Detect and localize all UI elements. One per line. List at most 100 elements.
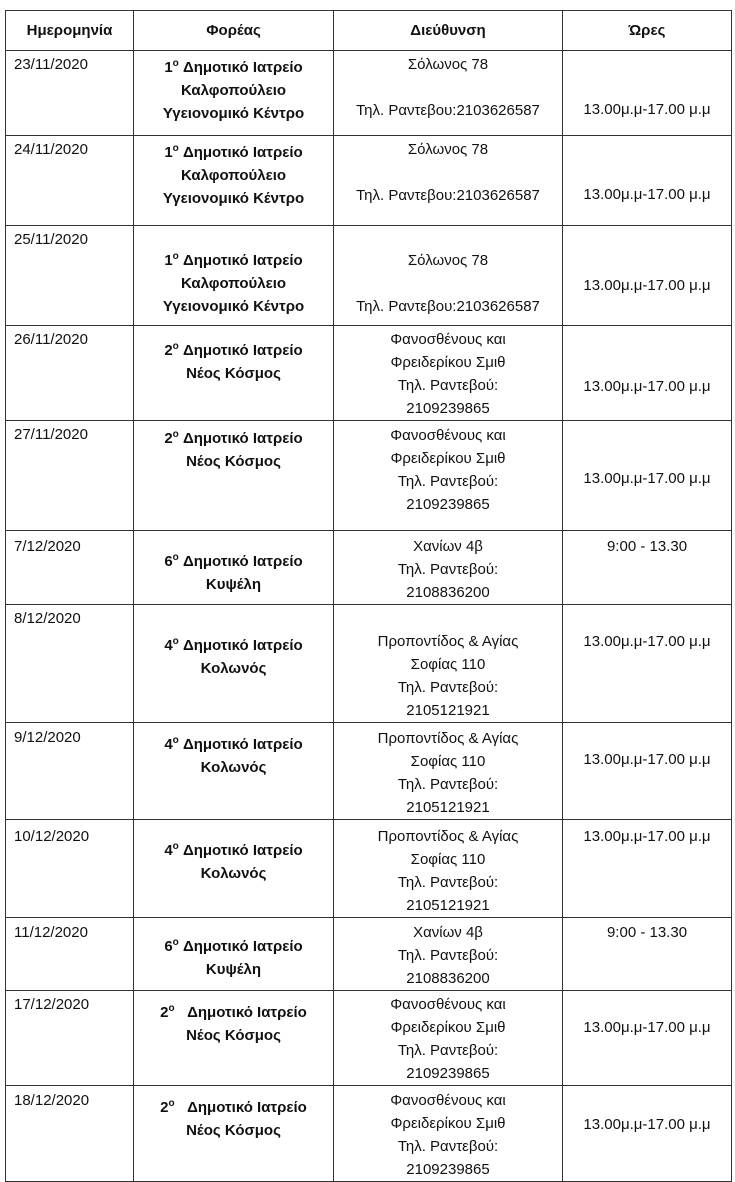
foreas-name: Δημοτικό Ιατρείο bbox=[182, 430, 303, 447]
address-line: 2105121921 bbox=[406, 799, 490, 816]
hours-cell: 13.00μ.μ-17.00 μ.μ bbox=[562, 1085, 732, 1182]
ordinal-suffix: ο bbox=[172, 552, 179, 563]
date-text: 11/12/2020 bbox=[14, 924, 88, 941]
address-line: Τηλ. Ραντεβού: bbox=[397, 776, 499, 793]
address-line bbox=[334, 161, 562, 184]
date-text: 26/11/2020 bbox=[14, 331, 88, 348]
address-line: Τηλ. Ραντεβού: bbox=[397, 874, 499, 891]
foreas-line: 2ο Δημοτικό Ιατρείο bbox=[134, 1096, 333, 1119]
foreas-cell: 1ο Δημοτικό Ιατρείο Καλφοπούλειο Υγειονομι… bbox=[133, 225, 334, 326]
address-line: Τηλ. Ραντεβού: bbox=[397, 947, 499, 964]
foreas-line: 1ο Δημοτικό Ιατρείο bbox=[134, 141, 333, 164]
foreas-line: 2ο Δημοτικό Ιατρείο bbox=[134, 1001, 333, 1024]
address-line: Τηλ. Ραντεβού: bbox=[397, 1042, 499, 1059]
ordinal-suffix: ο bbox=[172, 735, 179, 746]
foreas-name: Δημοτικό Ιατρείο bbox=[182, 342, 303, 359]
hours-text: 13.00μ.μ-17.00 μ.μ bbox=[583, 828, 711, 845]
foreas-line: 4ο Δημοτικό Ιατρείο bbox=[134, 839, 333, 862]
date-cell: 8/12/2020 bbox=[5, 604, 134, 723]
ordinal-suffix: ο bbox=[172, 636, 179, 647]
hours-text: 9:00 - 13.30 bbox=[606, 538, 688, 555]
foreas-line: 4ο Δημοτικό Ιατρείο bbox=[134, 634, 333, 657]
foreas-cell: 1ο Δημοτικό Ιατρείο Καλφοπούλειο Υγειονομι… bbox=[133, 50, 334, 136]
date-text: 24/11/2020 bbox=[14, 141, 88, 158]
address-line: Χανίων 4β bbox=[413, 924, 483, 941]
date-cell: 25/11/2020 bbox=[5, 225, 134, 326]
date-cell: 27/11/2020 bbox=[5, 420, 134, 531]
date-text: 25/11/2020 bbox=[14, 231, 88, 248]
date-text: 7/12/2020 bbox=[14, 538, 81, 555]
hours-cell: 13.00μ.μ-17.00 μ.μ bbox=[562, 225, 732, 326]
foreas-line: Καλφοπούλειο bbox=[180, 167, 287, 184]
ordinal-suffix: ο bbox=[168, 1003, 175, 1014]
ordinal-suffix: ο bbox=[172, 937, 179, 948]
table-row: 8/12/2020 4ο Δημοτικό Ιατρείο Κολωνός Προπο… bbox=[5, 604, 732, 723]
address-cell: Φανοσθένους και Φρειδερίκου Σμιθ Τηλ. Ραντ… bbox=[333, 325, 563, 421]
date-text: 18/12/2020 bbox=[14, 1092, 90, 1109]
ordinal-number: 1 bbox=[164, 144, 173, 161]
date-text: 9/12/2020 bbox=[14, 729, 81, 746]
ordinal-number: 2 bbox=[160, 1004, 169, 1021]
ordinal-number: 2 bbox=[164, 430, 173, 447]
address-line: 2108836200 bbox=[406, 970, 490, 987]
foreas-cell: 2ο Δημοτικό Ιατρείο Νέος Κόσμος bbox=[133, 990, 334, 1086]
foreas-line: Υγειονομικό Κέντρο bbox=[162, 105, 305, 122]
date-cell: 23/11/2020 bbox=[5, 50, 134, 136]
foreas-line: Νέος Κόσμος bbox=[186, 453, 281, 470]
ordinal-suffix: ο bbox=[168, 1098, 175, 1109]
foreas-cell: 1ο Δημοτικό Ιατρείο Καλφοπούλειο Υγειονομι… bbox=[133, 135, 334, 226]
address-line: Τηλ. Ραντεβού: bbox=[397, 377, 499, 394]
address-cell: Χανίων 4β Τηλ. Ραντεβού: 2108836200 bbox=[333, 530, 563, 605]
date-text: 10/12/2020 bbox=[14, 828, 90, 845]
table-row: 25/11/2020 1ο Δημοτικό Ιατρείο Καλφοπούλει… bbox=[5, 225, 732, 326]
address-cell: Σόλωνος 78 Τηλ. Ραντεβου:2103626587 bbox=[333, 135, 563, 226]
foreas-line: Νέος Κόσμος bbox=[186, 365, 281, 382]
address-line: 2108836200 bbox=[406, 584, 490, 601]
date-cell: 10/12/2020 bbox=[5, 819, 134, 918]
address-line: 2109239865 bbox=[406, 1065, 490, 1082]
address-line: Φρειδερίκου Σμιθ bbox=[390, 1115, 506, 1132]
ordinal-number: 4 bbox=[164, 637, 173, 654]
hours-text: 13.00μ.μ-17.00 μ.μ bbox=[583, 277, 711, 294]
address-line: Τηλ. Ραντεβου:2103626587 bbox=[356, 102, 540, 119]
address-line: Σόλωνος 78 bbox=[407, 141, 489, 158]
ordinal-number: 6 bbox=[164, 938, 173, 955]
address-line: Προποντίδος & Αγίας bbox=[377, 633, 519, 650]
hours-text: 9:00 - 13.30 bbox=[606, 924, 688, 941]
foreas-line: 2ο Δημοτικό Ιατρείο bbox=[134, 427, 333, 450]
ordinal-number: 4 bbox=[164, 842, 173, 859]
foreas-cell: 6ο Δημοτικό Ιατρείο Κυψέλη bbox=[133, 530, 334, 605]
table-row: 23/11/2020 1ο Δημοτικό Ιατρείο Καλφοπούλει… bbox=[5, 50, 732, 136]
table-row: 10/12/2020 4ο Δημοτικό Ιατρείο Κολωνός Προπ… bbox=[5, 819, 732, 918]
address-cell: Σόλωνος 78 Τηλ. Ραντεβου:2103626587 bbox=[333, 50, 563, 136]
hours-text: 13.00μ.μ-17.00 μ.μ bbox=[583, 633, 711, 650]
ordinal-number: 1 bbox=[164, 59, 173, 76]
ordinal-number: 1 bbox=[164, 252, 173, 269]
foreas-cell: 4ο Δημοτικό Ιατρείο Κολωνός bbox=[133, 819, 334, 918]
address-line: Προποντίδος & Αγίας bbox=[377, 828, 519, 845]
foreas-line: Κολωνός bbox=[200, 759, 267, 776]
table-row: 24/11/2020 1ο Δημοτικό Ιατρείο Καλφοπούλει… bbox=[5, 135, 732, 226]
address-line: Προποντίδος & Αγίας bbox=[377, 730, 519, 747]
address-line: Χανίων 4β bbox=[413, 538, 483, 555]
foreas-cell: 6ο Δημοτικό Ιατρείο Κυψέλη bbox=[133, 917, 334, 991]
hours-cell: 13.00μ.μ-17.00 μ.μ bbox=[562, 135, 732, 226]
foreas-cell: 2ο Δημοτικό Ιατρείο Νέος Κόσμος bbox=[133, 325, 334, 421]
foreas-line: Καλφοπούλειο bbox=[180, 275, 287, 292]
hours-text: 13.00μ.μ-17.00 μ.μ bbox=[583, 101, 711, 118]
date-cell: 9/12/2020 bbox=[5, 722, 134, 820]
table-row: 18/12/2020 2ο Δημοτικό Ιατρείο Νέος Κόσμος… bbox=[5, 1085, 732, 1182]
foreas-line: 2ο Δημοτικό Ιατρείο bbox=[134, 339, 333, 362]
ordinal-suffix: ο bbox=[172, 143, 179, 154]
address-line: 2109239865 bbox=[406, 400, 490, 417]
date-cell: 7/12/2020 bbox=[5, 530, 134, 605]
ordinal-suffix: ο bbox=[172, 841, 179, 852]
date-cell: 24/11/2020 bbox=[5, 135, 134, 226]
foreas-name: Δημοτικό Ιατρείο bbox=[182, 553, 303, 570]
address-line: Σοφίας 110 bbox=[410, 851, 486, 868]
foreas-line: 1ο Δημοτικό Ιατρείο bbox=[134, 249, 333, 272]
hours-cell: 9:00 - 13.30 bbox=[562, 530, 732, 605]
address-line bbox=[334, 272, 562, 295]
foreas-line: Κολωνός bbox=[200, 660, 267, 677]
foreas-name: Δημοτικό Ιατρείο bbox=[187, 1099, 307, 1116]
